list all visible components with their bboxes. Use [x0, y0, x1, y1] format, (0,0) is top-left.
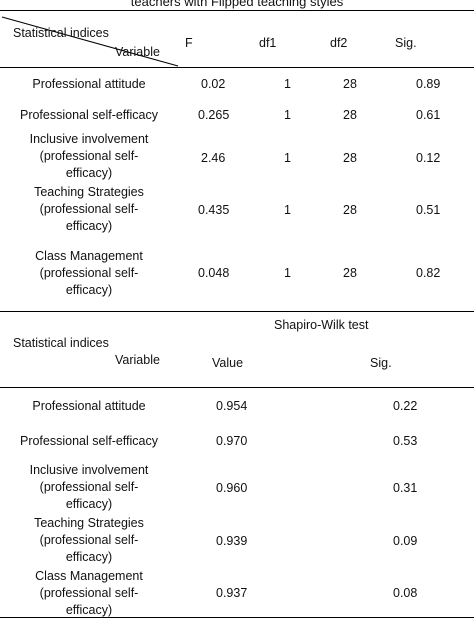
- f-cell: 2.46: [201, 151, 226, 165]
- sig-cell: 0.53: [393, 434, 418, 448]
- df1-cell: 1: [284, 77, 291, 91]
- df2-cell: 28: [343, 108, 357, 122]
- f-cell: 0.048: [198, 266, 230, 280]
- column-header-value: Value: [212, 356, 244, 370]
- df2-cell: 28: [343, 266, 357, 280]
- value-cell: 0.939: [216, 534, 248, 548]
- df1-cell: 1: [284, 266, 291, 280]
- sig-cell: 0.31: [393, 481, 418, 495]
- sig-cell: 0.89: [416, 77, 441, 91]
- column-header-sig: Sig.: [370, 356, 392, 370]
- column-header-sig: Sig.: [395, 36, 417, 50]
- column-header-f: F: [185, 36, 193, 50]
- value-cell: 0.960: [216, 481, 248, 495]
- sig-cell: 0.51: [416, 203, 441, 217]
- column-header-df1: df1: [259, 36, 277, 50]
- sig-cell: 0.22: [393, 399, 418, 413]
- test-name-header: Shapiro-Wilk test: [274, 318, 369, 332]
- column-header-df2: df2: [330, 36, 348, 50]
- f-cell: 0.02: [201, 77, 226, 91]
- corner-label-indices: Statistical indices: [13, 336, 109, 350]
- df2-cell: 28: [343, 203, 357, 217]
- value-cell: 0.954: [216, 399, 248, 413]
- df2-cell: 28: [343, 151, 357, 165]
- variable-cell: Inclusive involvement (professional self-…: [29, 463, 149, 511]
- variable-cell: Class Management (professional self-effic…: [35, 569, 143, 617]
- corner-label-variable: Variable: [115, 353, 160, 367]
- top-rule: [0, 10, 474, 11]
- sig-cell: 0.09: [393, 534, 418, 548]
- header-rule: [0, 387, 474, 388]
- variable-cell: Inclusive involvement (professional self-…: [29, 132, 149, 180]
- variable-cell: Professional self-efficacy: [19, 434, 159, 448]
- header-rule: [0, 67, 474, 68]
- corner-label-indices: Statistical indices: [13, 26, 109, 40]
- table-caption: teachers with Flipped teaching styles: [130, 0, 344, 9]
- sig-cell: 0.61: [416, 108, 441, 122]
- variable-cell: Teaching Strategies (professional self-ef…: [34, 516, 144, 564]
- df1-cell: 1: [284, 151, 291, 165]
- sig-cell: 0.12: [416, 151, 441, 165]
- sig-cell: 0.08: [393, 586, 418, 600]
- df1-cell: 1: [284, 203, 291, 217]
- variable-cell: Class Management (professional self-effic…: [35, 249, 143, 297]
- f-cell: 0.265: [198, 108, 230, 122]
- variable-cell: Professional attitude: [32, 77, 146, 91]
- value-cell: 0.970: [216, 434, 248, 448]
- sig-cell: 0.82: [416, 266, 441, 280]
- variable-cell: Professional attitude: [32, 399, 146, 413]
- value-cell: 0.937: [216, 586, 248, 600]
- variable-cell: Professional self-efficacy: [19, 108, 159, 122]
- variable-cell: Teaching Strategies (professional self-ef…: [34, 185, 144, 233]
- corner-label-variable: Variable: [115, 45, 160, 59]
- df2-cell: 28: [343, 77, 357, 91]
- f-cell: 0.435: [198, 203, 230, 217]
- bottom-rule: [0, 617, 474, 618]
- df1-cell: 1: [284, 108, 291, 122]
- table-separator-rule: [0, 311, 474, 312]
